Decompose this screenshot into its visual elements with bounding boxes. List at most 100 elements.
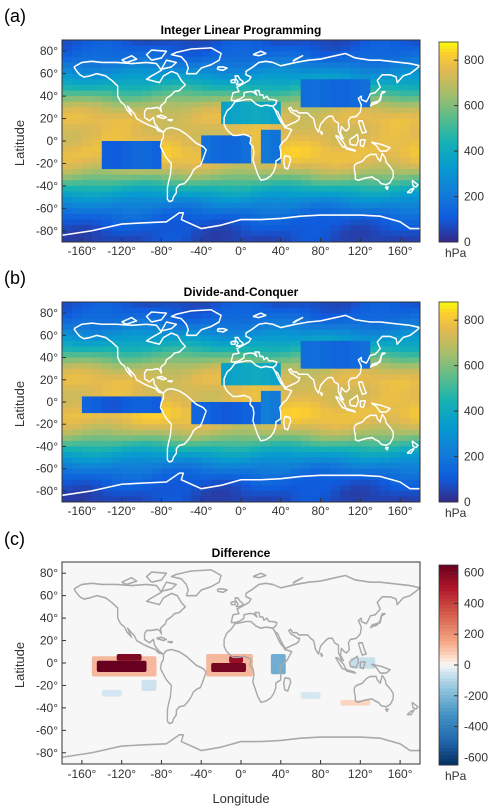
heat-cell (350, 357, 361, 364)
colorbar-segment (439, 728, 458, 733)
heat-cell (121, 302, 133, 309)
heat-cell (121, 146, 133, 153)
heat-cell (91, 324, 103, 331)
chart-title-c: Difference (212, 546, 271, 560)
colorbar-segment (439, 235, 458, 240)
heat-cell (91, 357, 103, 364)
heat-cell (270, 230, 282, 237)
heat-cell (181, 357, 192, 364)
heat-cell (201, 357, 212, 364)
heat-cell (370, 385, 381, 392)
colorbar-segment (439, 482, 458, 486)
axes-c: -160° -120° -80° -40° 0° 40° 80° 120° 160°-80°-6… (36, 561, 421, 781)
heat-cell (62, 213, 73, 221)
colorbar-unit: hPa (445, 769, 467, 783)
heat-cell (241, 101, 252, 108)
heat-cell (410, 318, 420, 325)
heat-cell (231, 107, 242, 114)
heat-cell (320, 45, 332, 52)
heat-cell (340, 107, 351, 114)
heat-cell (201, 390, 212, 398)
heat-cell (191, 446, 202, 453)
heat-cell (390, 324, 401, 331)
heat-cell (62, 429, 73, 436)
heat-cell (111, 169, 123, 176)
heat-cell (290, 169, 302, 176)
heat-cell (310, 112, 322, 120)
heat-cell (380, 45, 391, 52)
heat-cell (181, 208, 192, 215)
heat-cell (221, 479, 232, 486)
heat-cell (280, 191, 292, 198)
heat-cell (340, 101, 351, 108)
ylabel-c: Latitude (12, 642, 27, 688)
heat-cell (62, 68, 73, 75)
heat-cell (380, 335, 391, 342)
heat-cell (211, 496, 222, 502)
heat-cell (171, 101, 182, 108)
heat-cell (161, 479, 172, 486)
heat-cell (280, 457, 292, 464)
heat-cell (231, 424, 242, 431)
heat-cell (350, 185, 361, 193)
heat-cell (270, 452, 282, 459)
heat-cell (151, 424, 163, 431)
heat-cell (310, 446, 322, 453)
heat-cell (250, 490, 262, 498)
heat-cell (410, 174, 420, 181)
colorbar-segment (439, 215, 458, 220)
heat-cell (360, 357, 371, 364)
heat-cell (62, 112, 73, 120)
heat-cell (161, 129, 172, 136)
heat-cell (370, 329, 381, 336)
heat-cell (111, 146, 123, 153)
heat-cell (191, 152, 202, 159)
heat-cell (131, 407, 143, 414)
heat-cell (141, 335, 153, 342)
heat-cell (171, 230, 182, 237)
heat-cell (171, 463, 182, 470)
heat-cell (141, 45, 153, 52)
heat-cell (360, 474, 371, 481)
heat-cell (350, 101, 361, 108)
heat-cell (380, 407, 391, 414)
heat-cell (400, 485, 411, 492)
heat-cell (390, 90, 401, 97)
heat-cell (260, 152, 272, 159)
heat-cell (300, 363, 312, 370)
heat-cell (71, 90, 83, 97)
heat-cell (71, 124, 83, 131)
heat-cell (280, 352, 292, 359)
heat-cell (290, 51, 302, 58)
heat-cell (290, 101, 302, 108)
heat-cell (300, 51, 312, 58)
heat-cell (231, 463, 242, 470)
heat-cell (171, 68, 182, 75)
heat-cell (91, 346, 103, 353)
heat-cell (211, 446, 222, 453)
heat-cell (221, 318, 232, 325)
heat-cell (410, 101, 420, 108)
diff-feature-africa-negative (270, 654, 286, 675)
heat-cell (191, 479, 202, 486)
heat-cell (231, 124, 242, 131)
y-tick-label: 0° (47, 656, 59, 670)
heat-cell (91, 352, 103, 359)
heat-cell (101, 180, 113, 187)
heat-cell (330, 225, 342, 232)
heat-cell (201, 118, 212, 125)
heat-cell (290, 230, 302, 237)
heat-cell (320, 174, 332, 181)
heat-cell (320, 302, 332, 309)
heat-cell (131, 463, 143, 470)
heat-cell (300, 225, 312, 232)
heat-cell (241, 490, 252, 498)
heat-cell (300, 485, 312, 492)
heat-cell (91, 468, 103, 475)
colorbar-segment (439, 641, 458, 646)
heat-cell (410, 230, 420, 237)
heat-cell (81, 302, 93, 309)
heat-cell (241, 363, 252, 370)
colorbar-tick-label: 400 (464, 404, 484, 418)
heat-cell (161, 424, 172, 431)
